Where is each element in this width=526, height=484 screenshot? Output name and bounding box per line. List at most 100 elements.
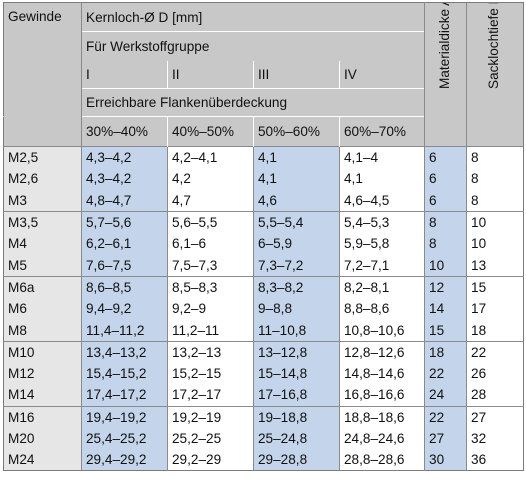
group-label: III xyxy=(253,60,340,89)
table-row: M10 13,4–13,2 13,2–13 13–12,8 12,8–12,6 18 22 xyxy=(3,340,524,363)
core-hole-cell: 19,4–19,2 xyxy=(81,405,168,428)
header-sacklochtiefe: Sacklochtiefe Bmin xyxy=(466,2,524,117)
blind-hole-depth-cell: 15 xyxy=(466,275,524,299)
thread-size-cell: M2,5 xyxy=(3,146,82,169)
percent-label: 30%–40% xyxy=(81,116,168,147)
core-hole-cell: 8,5–8,3 xyxy=(167,275,254,299)
blind-hole-depth-cell: 26 xyxy=(466,362,524,385)
core-hole-cell: 5,9–5,8 xyxy=(338,233,425,255)
thread-size-cell: M14 xyxy=(3,384,82,407)
core-hole-cell: 8,8–8,6 xyxy=(338,298,425,320)
core-hole-cell: 10,8–10,6 xyxy=(338,319,425,342)
core-hole-cell: 17–16,8 xyxy=(253,384,340,407)
group-label: IV xyxy=(338,60,425,89)
core-hole-cell: 12,8–12,6 xyxy=(338,340,425,363)
blind-hole-depth-cell: 8 xyxy=(466,146,524,169)
core-hole-cell: 4,1 xyxy=(253,146,340,169)
header-kernloch: Kernloch-Ø D [mm] xyxy=(80,2,425,32)
table-row: M20 25,4–25,2 25,2–25 25–24,8 24,8–24,6 27 32 xyxy=(3,427,524,450)
core-hole-cell: 19,2–19 xyxy=(167,405,254,428)
core-hole-cell: 6,1–6 xyxy=(167,233,254,255)
blind-hole-depth-cell: 18 xyxy=(466,319,524,342)
material-thickness-cell: 6 xyxy=(424,168,467,190)
thread-size-cell: M3 xyxy=(3,189,82,212)
material-thickness-cell: 24 xyxy=(424,384,467,407)
table-row: M3,5 5,7–5,6 5,6–5,5 5,5–5,4 5,4–5,3 8 10 xyxy=(3,210,524,234)
core-hole-cell: 4,7 xyxy=(167,189,254,212)
blind-hole-depth-cell: 10 xyxy=(466,210,524,234)
core-hole-cell: 4,8–4,7 xyxy=(81,189,168,212)
material-thickness-cell: 14 xyxy=(424,298,467,320)
material-thickness-cell: 18 xyxy=(424,340,467,363)
blind-hole-depth-cell: 17 xyxy=(466,298,524,320)
core-hole-cell: 19–18,8 xyxy=(253,405,340,428)
core-hole-cell: 8,2–8,1 xyxy=(338,275,425,299)
table-row: M6 9,4–9,2 9,2–9 9–8,8 8,8–8,6 14 17 xyxy=(3,298,524,320)
core-hole-cell: 11–10,8 xyxy=(253,319,340,342)
core-hole-cell: 8,6–8,5 xyxy=(81,275,168,299)
thread-core-hole-table: Gewinde Kernloch-Ø D [mm] Materialdicke … xyxy=(3,2,525,472)
thread-size-cell: M4 xyxy=(3,233,82,255)
core-hole-cell: 13,4–13,2 xyxy=(81,340,168,363)
percent-label: 60%–70% xyxy=(338,116,425,147)
material-thickness-cell: 10 xyxy=(424,254,467,277)
table-row: M12 15,4–15,2 15,2–15 15–14,8 14,8–14,6 22 26 xyxy=(3,362,524,385)
core-hole-cell: 29,2–29 xyxy=(167,449,254,471)
material-thickness-cell: 6 xyxy=(424,146,467,169)
thread-size-cell: M6 xyxy=(3,298,82,320)
core-hole-cell: 4,3–4,2 xyxy=(81,168,168,190)
thread-size-cell: M2,6 xyxy=(3,168,82,190)
material-thickness-cell: 12 xyxy=(424,275,467,299)
thread-size-cell: M8 xyxy=(3,319,82,342)
header-flankenueberdeckung: Erreichbare Flankenüberdeckung xyxy=(80,88,425,117)
thread-size-cell: M20 xyxy=(3,427,82,450)
table-row: M6a 8,6–8,5 8,5–8,3 8,3–8,2 8,2–8,1 12 15 xyxy=(3,275,524,299)
blind-hole-depth-cell: 36 xyxy=(466,449,524,471)
core-hole-cell: 9,2–9 xyxy=(167,298,254,320)
core-hole-cell: 7,2–7,1 xyxy=(338,254,425,277)
core-hole-cell: 29,4–29,2 xyxy=(81,449,168,471)
table-body: M2,5 4,3–4,2 4,2–4,1 4,1 4,1–4 6 8 M2,6 4,3–4,2 4… xyxy=(3,146,524,471)
table-row: M5 7,6–7,5 7,5–7,3 7,3–7,2 7,2–7,1 10 13 xyxy=(3,254,524,277)
core-hole-cell: 4,6 xyxy=(253,189,340,212)
material-thickness-cell: 22 xyxy=(424,362,467,385)
group-label: I xyxy=(81,60,168,89)
core-hole-cell: 4,2 xyxy=(167,168,254,190)
core-hole-cell: 4,3–4,2 xyxy=(81,146,168,169)
thread-size-cell: M6a xyxy=(3,275,82,299)
material-thickness-cell: 6 xyxy=(424,189,467,212)
blind-hole-depth-cell: 10 xyxy=(466,233,524,255)
core-hole-cell: 13–12,8 xyxy=(253,340,340,363)
core-hole-cell: 16,8–16,6 xyxy=(338,384,425,407)
material-thickness-cell: 27 xyxy=(424,427,467,450)
core-hole-cell: 7,3–7,2 xyxy=(253,254,340,277)
core-hole-cell: 5,4–5,3 xyxy=(338,210,425,234)
core-hole-cell: 29–28,8 xyxy=(253,449,340,471)
thread-size-cell: M5 xyxy=(3,254,82,277)
core-hole-cell: 15,2–15 xyxy=(167,362,254,385)
core-hole-cell: 9,4–9,2 xyxy=(81,298,168,320)
core-hole-cell: 24,8–24,6 xyxy=(338,427,425,450)
material-thickness-cell: 8 xyxy=(424,210,467,234)
core-hole-cell: 15,4–15,2 xyxy=(81,362,168,385)
percent-label: 50%–60% xyxy=(253,116,340,147)
core-hole-cell: 7,5–7,3 xyxy=(167,254,254,277)
core-hole-cell: 4,6–4,5 xyxy=(338,189,425,212)
material-thickness-cell: 30 xyxy=(424,449,467,471)
core-hole-cell: 15–14,8 xyxy=(253,362,340,385)
core-hole-cell: 8,3–8,2 xyxy=(253,275,340,299)
table-row: M2,6 4,3–4,2 4,2 4,1 4,1 6 8 xyxy=(3,168,524,190)
core-hole-cell: 13,2–13 xyxy=(167,340,254,363)
core-hole-cell: 4,1 xyxy=(338,168,425,190)
material-thickness-cell: 22 xyxy=(424,405,467,428)
core-hole-cell: 4,2–4,1 xyxy=(167,146,254,169)
core-hole-cell: 4,1 xyxy=(253,168,340,190)
blind-hole-depth-cell: 8 xyxy=(466,168,524,190)
table-row: M24 29,4–29,2 29,2–29 29–28,8 28,8–28,6 30 36 xyxy=(3,449,524,471)
blind-hole-depth-cell: 32 xyxy=(466,427,524,450)
core-hole-cell: 28,8–28,6 xyxy=(338,449,425,471)
core-hole-cell: 4,1–4 xyxy=(338,146,425,169)
core-hole-cell: 18,8–18,6 xyxy=(338,405,425,428)
header-werkstoffgruppe: Für Werkstoffgruppe xyxy=(80,31,425,61)
group-label: II xyxy=(167,60,254,89)
